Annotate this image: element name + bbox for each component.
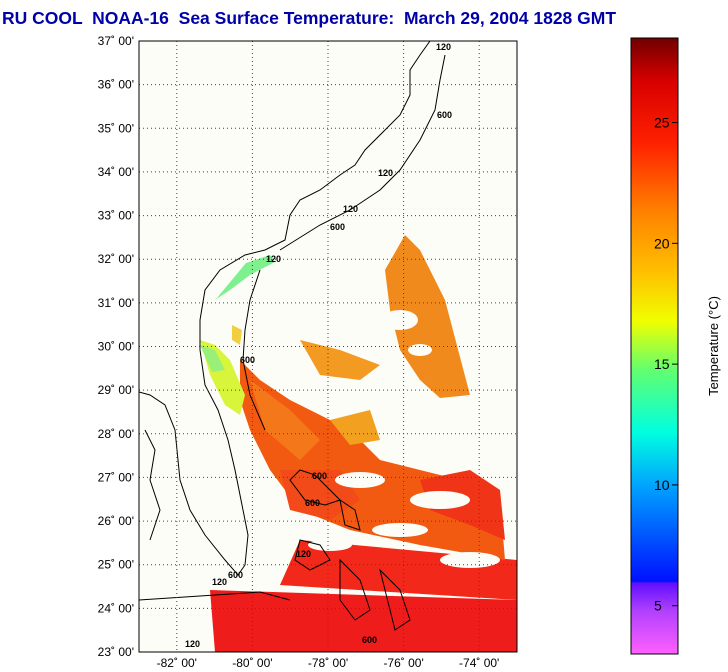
latitude-label: 24˚ 00'	[98, 601, 134, 615]
contour-labels: 120 600 120 120 600 120 600 600 600 120 …	[185, 42, 452, 649]
latitude-labels: 37˚ 00' 36˚ 00' 35˚ 00' 34˚ 00' 33˚ 00' 32˚ 0…	[98, 34, 134, 659]
contour-label-600: 600	[330, 222, 345, 232]
colorbar-title: Temperature (°C)	[706, 296, 721, 396]
contour-label-600: 600	[228, 570, 243, 580]
longitude-label: -80˚ 00'	[232, 656, 272, 670]
contour-label-600: 600	[305, 498, 320, 508]
contour-label-120: 120	[343, 204, 358, 214]
latitude-label: 27˚ 00'	[98, 470, 134, 484]
contour-label-120: 120	[185, 639, 200, 649]
contour-label-120: 120	[266, 254, 281, 264]
latitude-label: 37˚ 00'	[98, 34, 134, 48]
contour-label-120: 120	[296, 549, 311, 559]
contour-label-120: 120	[378, 168, 393, 178]
map-title: RU COOL NOAA-16 Sea Surface Temperature:…	[2, 8, 617, 28]
latitude-label: 34˚ 00'	[98, 165, 134, 179]
longitude-label: -76˚ 00'	[383, 656, 423, 670]
latitude-label: 29˚ 00'	[98, 383, 134, 397]
latitude-label: 36˚ 00'	[98, 78, 134, 92]
latitude-label: 32˚ 00'	[98, 252, 134, 266]
colorbar-tick-label: 5	[654, 598, 662, 614]
longitude-labels: -82˚ 00' -80˚ 00' -78˚ 00' -76˚ 00' -74˚ 00'	[157, 656, 500, 670]
colorbar: 5 10 15 20 25 Temperature (°C)	[630, 37, 721, 655]
latitude-label: 30˚ 00'	[98, 340, 134, 354]
colorbar-tick-label: 25	[654, 115, 670, 131]
coastline	[139, 41, 446, 631]
latitude-label: 28˚ 00'	[98, 427, 134, 441]
sst-field	[200, 235, 517, 652]
latitude-label: 23˚ 00'	[98, 645, 134, 659]
contour-label-600: 600	[240, 355, 255, 365]
contour-label-600: 600	[437, 110, 452, 120]
longitude-label: -82˚ 00'	[157, 656, 197, 670]
latitude-label: 33˚ 00'	[98, 209, 134, 223]
colorbar-tick-label: 15	[654, 356, 670, 372]
longitude-label: -74˚ 00'	[459, 656, 499, 670]
latitude-label: 25˚ 00'	[98, 558, 134, 572]
latitude-label: 35˚ 00'	[98, 121, 134, 135]
colorbar-scale	[630, 37, 679, 655]
contour-label-600: 600	[312, 471, 327, 481]
map-grid	[139, 41, 517, 652]
contour-label-600: 600	[362, 635, 377, 645]
colorbar-ticks: 5 10 15 20 25	[654, 115, 678, 614]
contour-label-120: 120	[212, 577, 227, 587]
longitude-label: -78˚ 00'	[308, 656, 348, 670]
latitude-label: 26˚ 00'	[98, 514, 134, 528]
colorbar-tick-label: 10	[654, 477, 670, 493]
colorbar-tick-label: 20	[654, 235, 670, 251]
latitude-label: 31˚ 00'	[98, 296, 134, 310]
contour-label-120: 120	[436, 42, 451, 52]
